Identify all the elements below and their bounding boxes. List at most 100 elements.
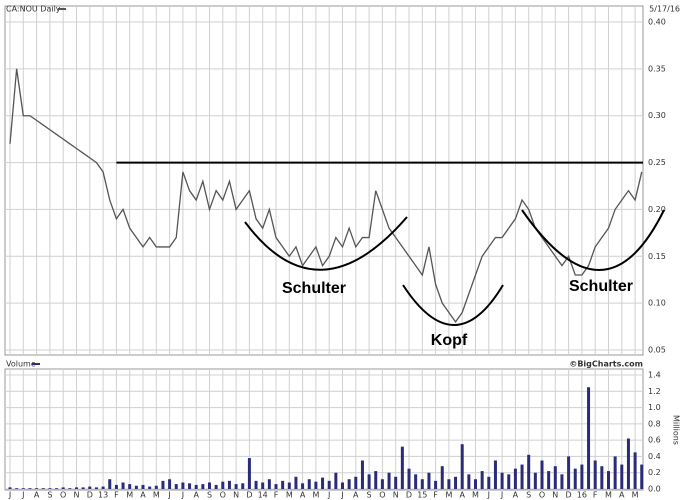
volume-bar — [267, 479, 271, 489]
volume-bar — [620, 464, 624, 489]
volume-bar — [380, 479, 384, 489]
x-tick-label: 14 — [258, 491, 268, 500]
volume-bar — [55, 488, 59, 489]
volume-bar — [274, 484, 278, 489]
annotation: Kopf — [431, 332, 468, 349]
grid: 0.05 0.10 0.15 0.20 0.25 0.30 0.35 0.40 0.0 0.2 0.… — [5, 6, 666, 500]
y-tick-label: 0.05 — [648, 346, 666, 355]
date: 5/17/16 — [649, 5, 680, 14]
volume-bar — [75, 487, 78, 489]
x-tick-label: A — [34, 491, 40, 500]
volume-bar — [161, 480, 165, 489]
volume-bar — [321, 477, 325, 489]
volume-bar — [341, 482, 344, 489]
volume-bar — [121, 482, 125, 489]
chart-title: CA:NOU Daily — [6, 5, 61, 14]
credit: ©BigCharts.com — [569, 360, 643, 369]
volume-bar — [68, 488, 72, 489]
x-tick-label: N — [393, 491, 399, 500]
volume-bar — [540, 460, 544, 489]
volume-bar — [460, 444, 464, 489]
volume-bar — [360, 460, 364, 489]
x-tick-label: J — [21, 491, 24, 500]
x-tick-label: F — [433, 491, 438, 500]
y-tick-label: 0.25 — [648, 158, 666, 167]
volume-bar — [254, 480, 258, 489]
x-tick-label: A — [300, 491, 306, 500]
x-tick-label: M — [472, 491, 479, 500]
volume-bar — [208, 482, 211, 489]
volume-bar — [434, 480, 438, 489]
y-tick-label: 0.10 — [648, 299, 666, 308]
volume-bar — [520, 464, 524, 489]
volume-bar — [640, 464, 644, 489]
annotation: Schulter — [282, 280, 346, 297]
annotation: Schulter — [569, 278, 633, 295]
x-tick-label: A — [140, 491, 146, 500]
volume-bar — [527, 454, 531, 489]
volume-bar — [8, 487, 12, 489]
volume-bar — [560, 474, 564, 489]
volume-bar — [613, 456, 617, 489]
volume-bar — [168, 479, 172, 489]
volume-bar — [88, 486, 92, 489]
x-tick-label: A — [353, 491, 359, 500]
volume-bar — [194, 484, 198, 489]
volume-bar — [141, 484, 145, 489]
x-tick-label: A — [459, 491, 465, 500]
volume-bar — [188, 483, 192, 489]
volume-bar — [467, 474, 471, 489]
volume-bar — [513, 468, 517, 489]
x-tick-label: J — [327, 491, 330, 500]
volume-bar — [294, 476, 298, 489]
volume-bar — [573, 468, 577, 489]
x-tick-label: M — [126, 491, 133, 500]
volume-bar — [334, 472, 338, 489]
volume-bar — [593, 460, 597, 489]
volume-bar — [181, 482, 185, 489]
x-tick-label: J — [167, 491, 170, 500]
shoulder-arc — [244, 216, 408, 271]
volume-bar — [108, 479, 112, 489]
y-tick-label: 0.40 — [648, 18, 666, 27]
x-tick-label: D — [87, 491, 93, 500]
volume-bar — [201, 484, 205, 489]
volume-bar — [327, 480, 331, 489]
volume-bar — [387, 472, 391, 489]
x-tick-label: A — [513, 491, 519, 500]
price-frame — [4, 5, 644, 356]
volume-bar — [493, 460, 497, 489]
volume-bar — [154, 485, 158, 489]
x-tick-label: M — [286, 491, 293, 500]
x-tick-label: N — [74, 491, 80, 500]
volume-bar — [94, 487, 98, 489]
x-tick-label: N — [552, 491, 558, 500]
volume-bar — [48, 488, 52, 489]
volume-bar — [35, 488, 39, 489]
volume-bar — [607, 471, 610, 489]
volume-bar — [480, 471, 484, 489]
x-tick-label: O — [220, 491, 226, 500]
shoulder-arc — [521, 209, 665, 271]
volume-bar — [414, 474, 418, 489]
volume-bar — [287, 482, 291, 489]
x-tick-label: J — [8, 491, 11, 500]
x-tick-label: S — [207, 491, 212, 500]
y-tick-label: 0.30 — [648, 111, 666, 120]
volume-bar — [148, 486, 152, 489]
volume-bar — [507, 474, 511, 489]
x-tick-label: S — [367, 491, 372, 500]
head-arc — [402, 284, 504, 326]
x-tick-label: O — [379, 491, 385, 500]
volume-bar — [61, 487, 65, 489]
x-tick-label: J — [181, 491, 184, 500]
volume-bar — [626, 438, 630, 489]
x-tick-label: A — [619, 491, 625, 500]
volume-bar — [234, 484, 238, 489]
volume-bar — [427, 472, 431, 489]
volume-bar — [547, 471, 551, 489]
volume-bar — [553, 466, 557, 489]
x-tick-label: M — [445, 491, 452, 500]
volume-bar — [440, 466, 444, 489]
